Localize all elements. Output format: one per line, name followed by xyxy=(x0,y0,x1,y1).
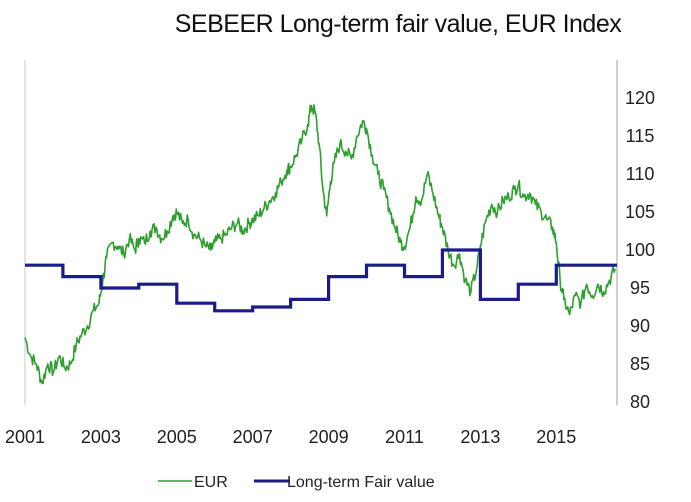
series-fair-value-line xyxy=(25,248,617,313)
legend-label-eur: EUR xyxy=(194,474,228,491)
y-tick-label: 110 xyxy=(626,164,655,184)
legend: EUR Long-term Fair value xyxy=(158,474,435,491)
chart-title: SEBEER Long-term fair value, EUR Index xyxy=(175,10,622,38)
y-tick-label: 100 xyxy=(625,240,655,260)
x-tick-label: 2005 xyxy=(157,427,197,447)
y-tick-label: 95 xyxy=(630,278,650,298)
y-tick-label: 115 xyxy=(626,126,655,146)
y-tick-label: 85 xyxy=(630,354,650,374)
x-tick-label: 2009 xyxy=(309,427,349,447)
y-axis-ticks: 80 85 90 95 100 105 110 115 120 xyxy=(625,88,655,412)
x-tick-label: 2011 xyxy=(385,427,424,447)
series-eur-line xyxy=(24,104,616,385)
x-axis-ticks: 2001 2003 2005 2007 2009 2011 2013 2015 xyxy=(5,427,576,447)
x-tick-label: 2001 xyxy=(5,427,45,447)
x-tick-label: 2007 xyxy=(233,427,273,447)
y-tick-label: 80 xyxy=(630,392,650,412)
x-tick-label: 2013 xyxy=(460,427,500,447)
x-tick-label: 2015 xyxy=(536,427,576,447)
y-tick-label: 120 xyxy=(625,88,655,108)
y-tick-label: 90 xyxy=(630,316,650,336)
y-tick-label: 105 xyxy=(625,202,655,222)
x-tick-label: 2003 xyxy=(81,427,121,447)
legend-label-fair-value: Long-term Fair value xyxy=(287,474,435,491)
